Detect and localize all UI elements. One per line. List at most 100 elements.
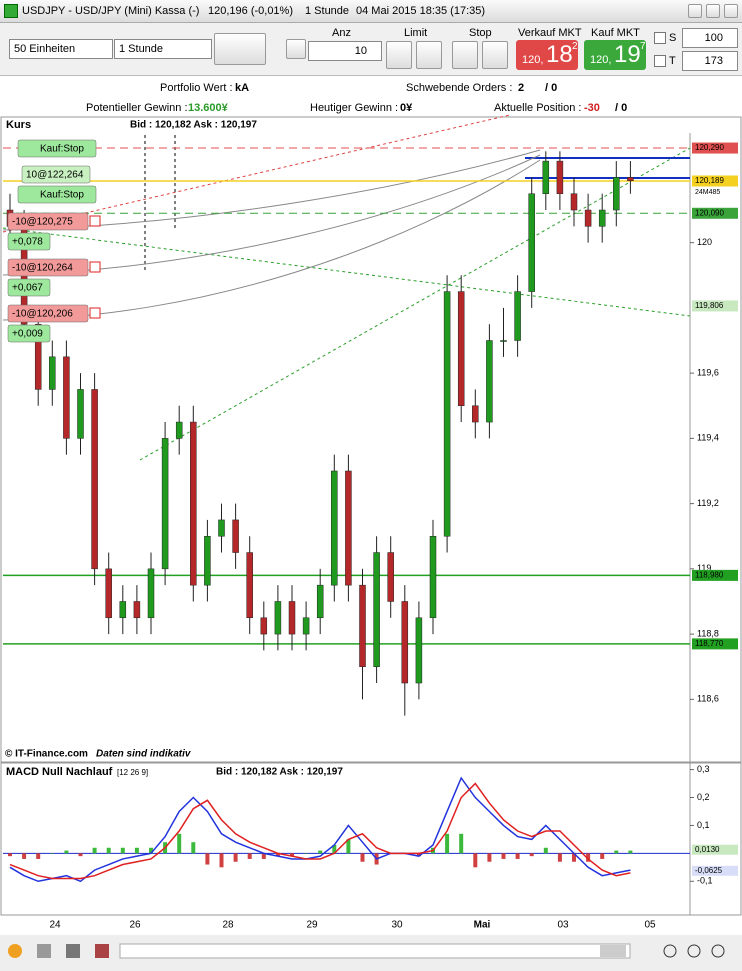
y-tick-label: 0,1 [697,820,710,830]
panel-params: [12 26 9] [117,768,148,777]
overlay: 118,6 118,8 119 119,2 119,4 119,6 120 Kurs Bid :… [3,119,738,931]
tool-icon[interactable] [66,944,80,958]
limit-sell-button[interactable] [416,41,442,69]
units-select[interactable]: 50 Einheiten [9,39,113,59]
candle-body [457,291,465,406]
stop-buy-button[interactable] [452,41,478,69]
candle-body [556,160,564,194]
position-rest: / 0 [615,102,628,114]
zoom-icon[interactable] [711,944,725,958]
histogram-bar [459,833,464,854]
window-title: USDJPY - USD/JPY (Mini) Kassa (-) [22,5,200,17]
candle-body [528,193,535,292]
candle-body [34,323,42,390]
portfolio-label: Portfolio Wert : [160,82,233,94]
histogram-bar [445,833,450,854]
candle-body [161,438,169,570]
price-box [692,844,738,855]
units: 50 Einheiten [14,43,76,55]
candle-body [570,193,578,211]
y-tick-label: 118,6 [697,694,719,704]
timestamp: 04 Mai 2015 18:35 (17:35) [356,5,486,17]
anz: 10 [354,45,367,57]
histogram-bar [36,853,41,859]
histogram-bar [501,853,506,859]
candle-body [302,617,310,635]
close-button[interactable] [724,4,738,18]
stop-label: Stop [469,27,492,39]
candle-body [514,291,521,341]
sell-button[interactable]: 120, 18 2 [516,40,578,70]
histogram-bar [304,853,309,854]
order-tag-label: +0,067 [12,283,43,294]
y-tick-label: 0,2 [697,792,710,802]
histogram-bar [543,847,548,854]
x-tick-label: 30 [391,920,403,931]
t-input[interactable]: 173 [682,51,738,71]
buy-button[interactable]: 120, 19 7 [584,40,646,70]
cancel-button[interactable] [89,215,101,227]
histogram-bar [346,839,351,854]
t-checkbox[interactable] [654,55,666,67]
histogram-bar [473,853,478,868]
s-checkbox[interactable] [654,32,666,44]
portfolio-value: kA [235,82,250,94]
zoom-icon[interactable] [663,944,677,958]
histogram-bar [529,853,534,857]
histogram-bar [22,853,27,859]
sell-prefix: 120, [522,54,544,66]
y-tick-label: 119,2 [697,498,719,508]
histogram-bar [332,844,337,854]
tool-icon[interactable] [37,944,51,958]
anz-label: Anz [332,27,351,39]
tool-icon[interactable] [95,944,109,958]
anz-input[interactable]: 10 [308,41,382,61]
histogram-bar [134,847,139,854]
price-panel [0,116,742,763]
scrollbar[interactable] [119,943,631,959]
app-icon [4,4,18,18]
histogram-bar [106,847,111,854]
stop-sell-button[interactable] [482,41,508,69]
order-tag-label: Kauf:Stop [40,144,84,155]
s-input[interactable]: 100 [682,28,738,48]
settings-button[interactable] [286,39,306,59]
interval-select[interactable]: 1 Stunde [114,39,212,59]
maximize-button[interactable] [706,4,720,18]
s-label: S [669,32,677,44]
indicator-button[interactable] [214,33,266,65]
cancel-button[interactable] [89,261,101,273]
order-tag-label: 10@122,264 [26,170,84,181]
title-bar: USDJPY - USD/JPY (Mini) Kassa (-) 120,19… [0,0,742,23]
histogram-bar [557,853,562,862]
bid-ask: Bid : 120,182 Ask : 120,197 [216,767,343,778]
order-tag-label: +0,078 [12,237,43,248]
bid-ask: Bid : 120,182 Ask : 120,197 [130,120,257,131]
zoom-icon[interactable] [687,944,701,958]
price-box [692,638,738,650]
candle-body [133,601,141,619]
histogram-bar [572,853,576,862]
y-tick-label: 119,4 [697,433,719,443]
minimize-button[interactable] [688,4,702,18]
price-box-label: 118,980 [695,570,724,579]
candle-body [119,601,127,619]
tool-icon[interactable] [8,944,22,958]
price-box-label: 120,290 [695,143,724,152]
cancel-button[interactable] [89,307,101,319]
candle-body [77,389,84,439]
price-box [692,207,738,219]
panel-title: Kurs [6,119,31,131]
candle-body [91,389,98,570]
quote: 120,196 (-0,01%) [208,5,293,17]
histogram-bar [219,853,224,868]
candle-body [105,568,112,619]
scroll-thumb[interactable] [600,945,626,957]
orders-value: 2 [518,82,525,94]
limit-buy-button[interactable] [386,41,412,69]
histogram-bar [628,850,633,854]
order-tag [17,139,97,158]
histogram-bar [149,847,153,854]
histogram-bar [275,853,280,857]
